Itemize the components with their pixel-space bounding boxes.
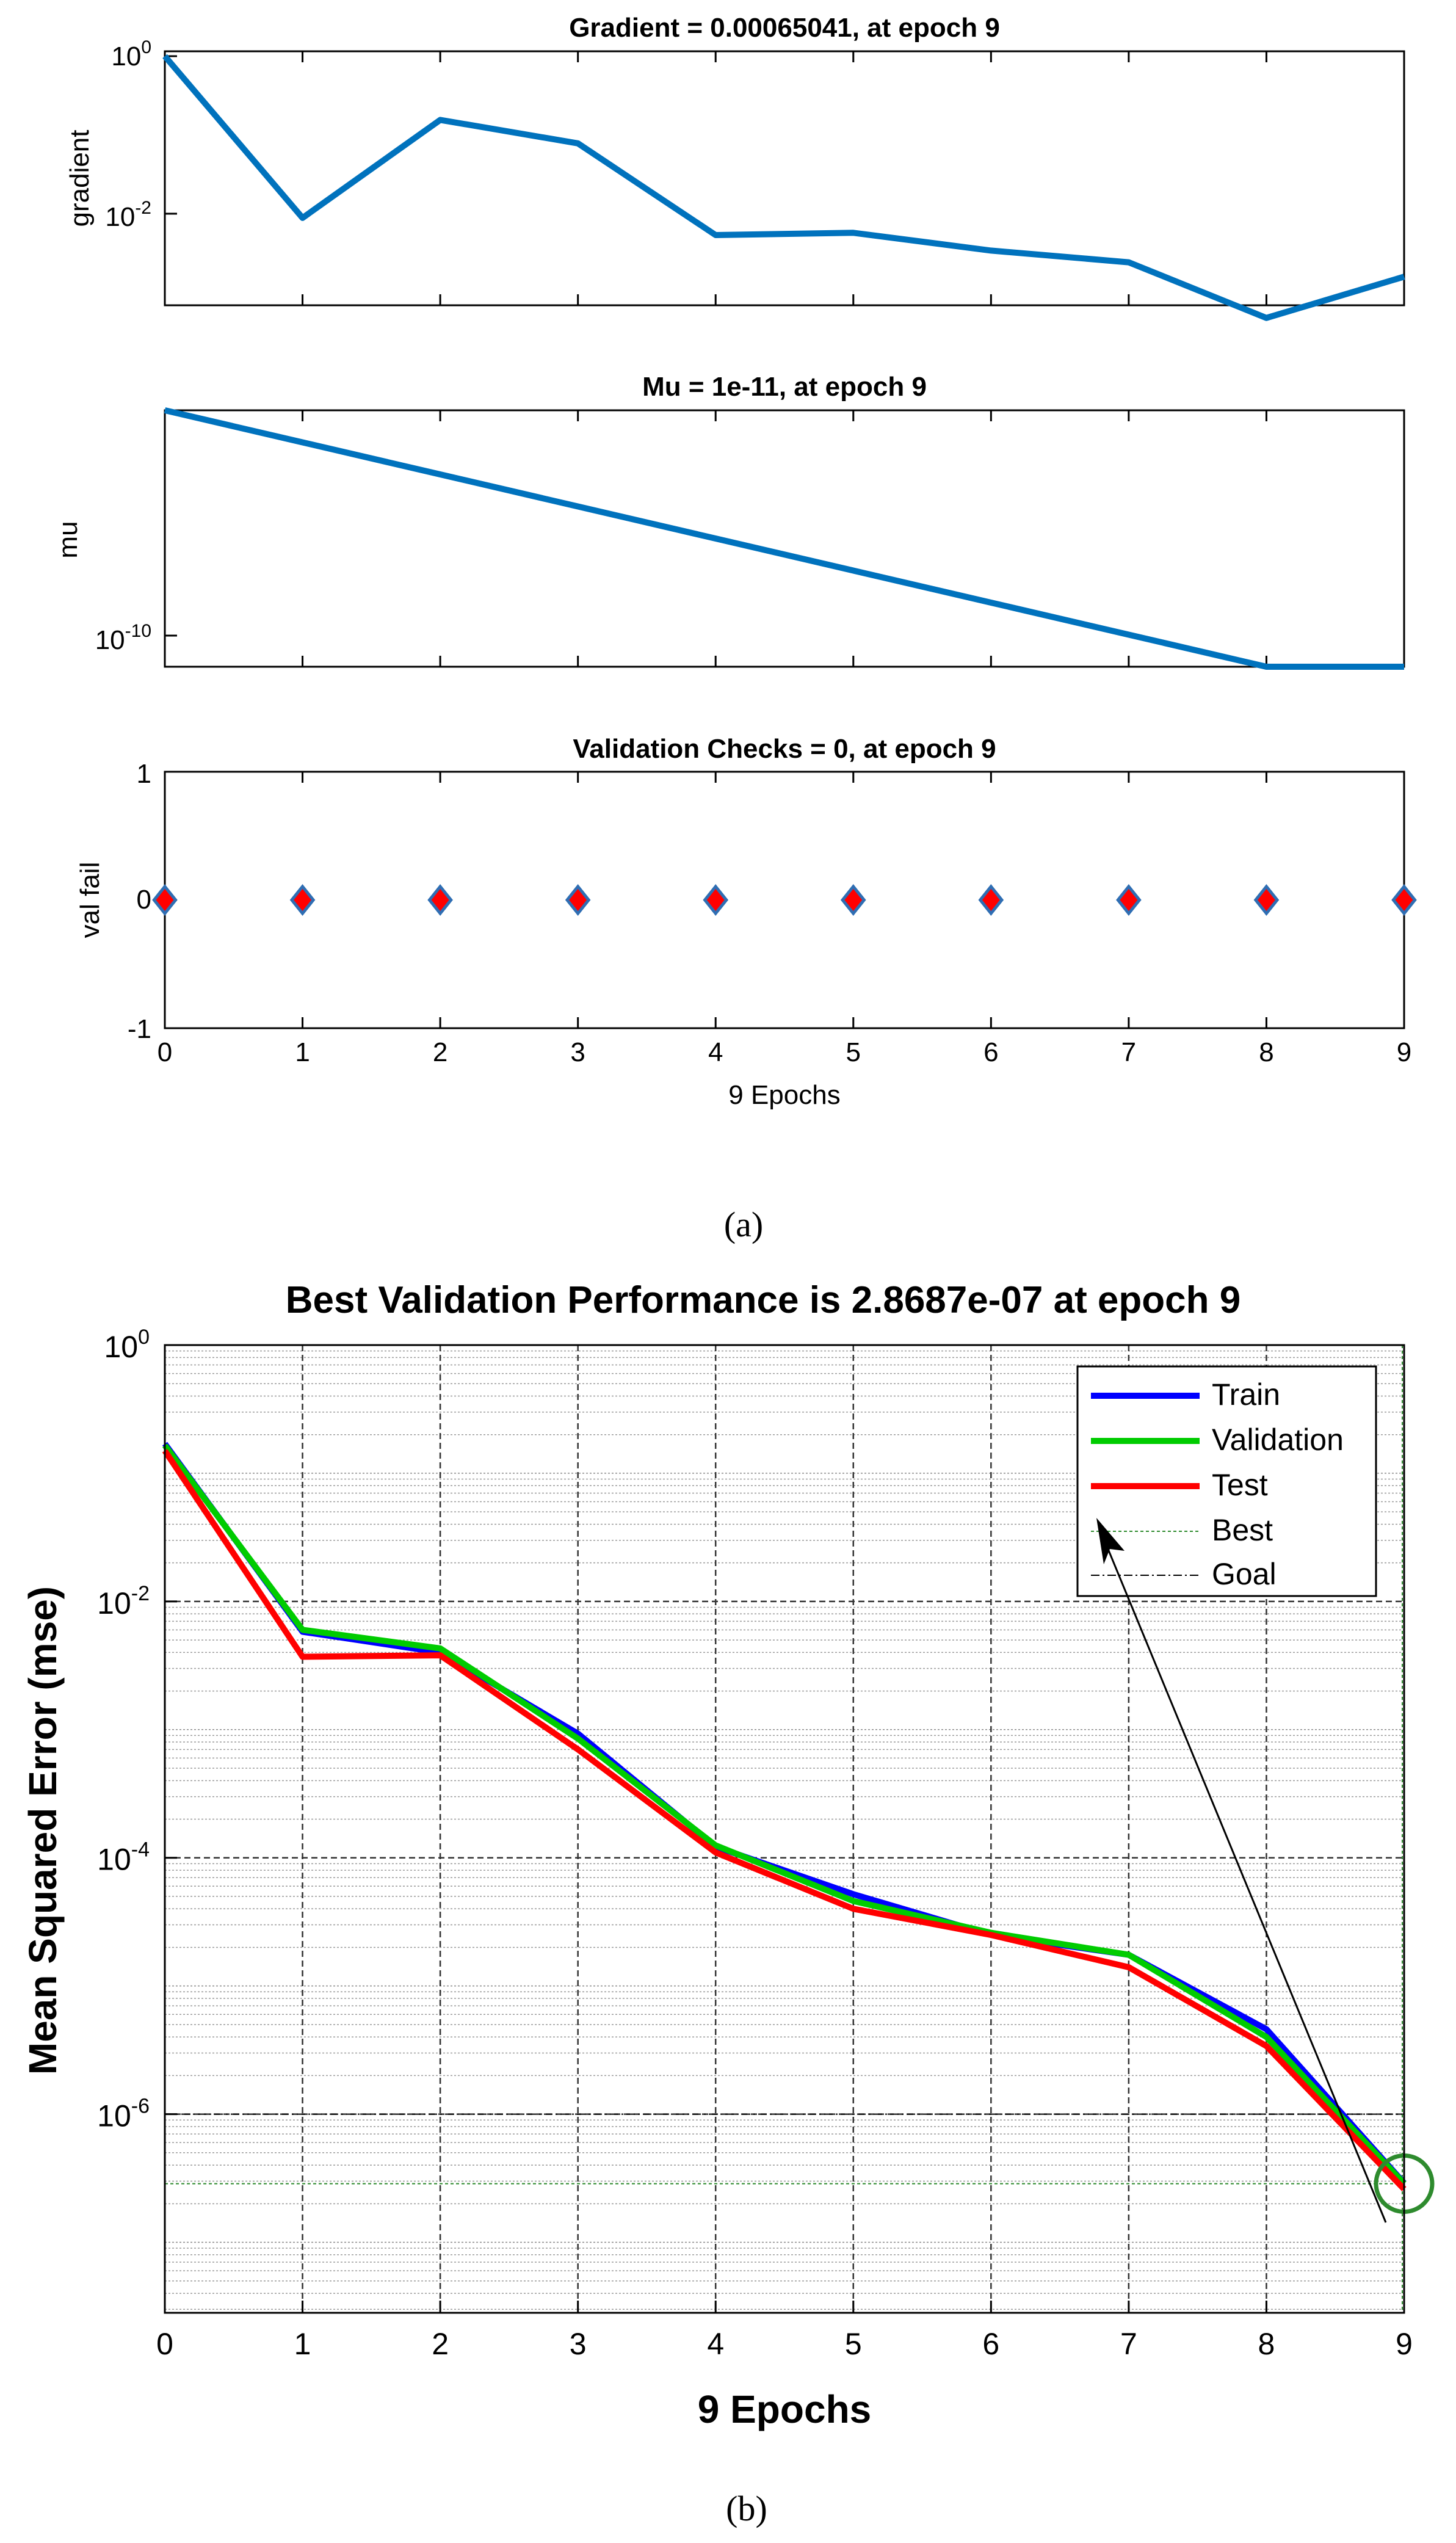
x-tick-label: 9 xyxy=(1397,1037,1411,1067)
x-tick-label: 6 xyxy=(982,2327,999,2361)
val-fail-x-ticks: 0 1 2 3 4 5 6 7 8 9 xyxy=(158,772,1411,1067)
x-tick-label: 3 xyxy=(570,2327,587,2361)
performance-title: Best Validation Performance is 2.8687e-0… xyxy=(286,1279,1240,1321)
mu-title: Mu = 1e-11, at epoch 9 xyxy=(642,372,927,402)
x-tick-label: 0 xyxy=(158,1037,172,1067)
x-tick-label: 1 xyxy=(295,1037,310,1067)
x-tick-label: 8 xyxy=(1258,2327,1275,2361)
x-tick-label: 8 xyxy=(1259,1037,1273,1067)
gradient-y-tick-1e-2: 10-2 xyxy=(105,198,151,232)
x-tick-label: 4 xyxy=(707,2327,724,2361)
val-fail-markers xyxy=(152,883,1417,916)
legend-validation-label: Validation xyxy=(1212,1423,1344,1457)
test-series-line xyxy=(162,1449,1407,2191)
mu-y-label: mu xyxy=(53,521,83,558)
x-tick-label: 6 xyxy=(983,1037,998,1067)
mu-y-tick-1e-10: 10-10 xyxy=(95,621,151,655)
val-fail-marker xyxy=(1391,883,1417,916)
gradient-title: Gradient = 0.00065041, at epoch 9 xyxy=(569,13,1000,43)
caption-a: (a) xyxy=(724,1205,763,1244)
validation-series-line xyxy=(162,1443,1407,2186)
val-fail-marker xyxy=(427,883,453,916)
performance-y-ticks: 100 10-2 10-4 10-6 xyxy=(97,1326,177,2133)
gradient-series-line xyxy=(162,54,1405,321)
y-tick-label: 100 xyxy=(104,1326,150,1364)
annotation-arrow xyxy=(1103,1538,1387,2223)
mu-series-line xyxy=(164,407,1404,670)
gradient-y-tick-1e0: 100 xyxy=(111,37,151,71)
val-fail-marker xyxy=(289,883,316,916)
legend-best-label: Best xyxy=(1212,1513,1273,1547)
x-tick-label: 5 xyxy=(845,2327,862,2361)
val-fail-marker xyxy=(1116,883,1142,916)
performance-y-label: Mean Squared Error (mse) xyxy=(21,1586,65,2075)
legend-box xyxy=(1076,1365,1377,1597)
y-tick-label: 10-2 xyxy=(97,1582,150,1620)
val-fail-title: Validation Checks = 0, at epoch 9 xyxy=(573,734,996,764)
val-fail-y-tick-minus1: -1 xyxy=(128,1014,151,1044)
legend-test-label: Test xyxy=(1212,1468,1268,1502)
performance-grid xyxy=(165,1344,1404,2313)
val-fail-marker xyxy=(1253,883,1280,916)
x-tick-label: 1 xyxy=(294,2327,311,2361)
val-fail-marker xyxy=(565,883,591,916)
val-fail-marker xyxy=(152,883,178,916)
x-tick-label: 9 xyxy=(1396,2327,1413,2361)
gradient-axes-box xyxy=(164,50,1405,307)
val-fail-chart: Validation Checks = 0, at epoch 9 1 0 -1… xyxy=(75,734,1417,1110)
val-fail-marker xyxy=(840,883,866,916)
val-fail-marker xyxy=(703,883,729,916)
x-tick-label: 3 xyxy=(570,1037,585,1067)
x-tick-label: 7 xyxy=(1121,1037,1136,1067)
y-tick-label: 10-6 xyxy=(97,2095,150,2133)
mu-axes-box xyxy=(164,409,1405,668)
y-tick-label: 10-4 xyxy=(97,1838,150,1877)
legend-train-label: Train xyxy=(1212,1377,1280,1412)
x-tick-label: 4 xyxy=(708,1037,723,1067)
val-fail-y-label: val fail xyxy=(75,862,105,938)
val-fail-marker xyxy=(978,883,1004,916)
legend: Train Validation Test Best Goal xyxy=(1076,1365,1377,1597)
x-tick-label: 5 xyxy=(846,1037,861,1067)
legend-goal-label: Goal xyxy=(1212,1557,1277,1591)
gradient-chart: Gradient = 0.00065041, at epoch 9 100 10… xyxy=(65,13,1405,321)
performance-axes-box xyxy=(164,1344,1405,2314)
gradient-x-ticks xyxy=(164,51,1405,305)
val-fail-y-tick-1: 1 xyxy=(137,759,151,789)
performance-x-ticks: 0 1 2 3 4 5 6 7 8 9 xyxy=(156,2301,1413,2361)
x-tick-label: 2 xyxy=(432,2327,449,2361)
gradient-y-label: gradient xyxy=(65,129,95,227)
x-tick-label: 2 xyxy=(433,1037,447,1067)
mu-chart: Mu = 1e-11, at epoch 9 10-10 mu xyxy=(53,372,1405,670)
val-fail-x-label: 9 Epochs xyxy=(728,1080,840,1110)
performance-x-label: 9 Epochs xyxy=(698,2387,872,2431)
x-tick-label: 7 xyxy=(1120,2327,1137,2361)
caption-b: (b) xyxy=(726,2489,767,2528)
val-fail-y-tick-0: 0 xyxy=(137,885,151,915)
annotation-arrow-head xyxy=(1096,1518,1125,1564)
x-tick-label: 0 xyxy=(156,2327,173,2361)
performance-chart: Best Validation Performance is 2.8687e-0… xyxy=(21,1279,1435,2431)
